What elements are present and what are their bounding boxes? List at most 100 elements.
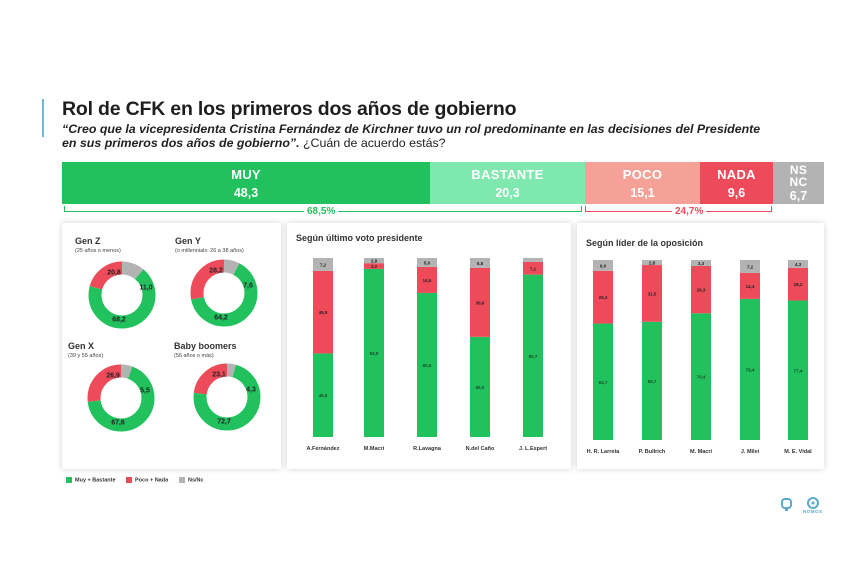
vote-category-label-0: A.Fernández xyxy=(306,446,339,452)
vote-category-label-3: N.del Caño xyxy=(466,446,495,452)
legend-item-agree: Muy + Bastante xyxy=(66,477,116,483)
gen-x-label-agree: 67,6 xyxy=(111,419,125,427)
opposition-category-label-2: M. Macri xyxy=(690,449,712,455)
page-subtitle: “Creo que la vicepresidenta Cristina Fer… xyxy=(62,122,762,150)
opposition-bar-label-1-1: 31,5 xyxy=(648,291,657,296)
opposition-bar-label-3-2: 7,2 xyxy=(747,264,754,269)
opposition-bar-0-series-0 xyxy=(593,323,613,440)
opposition-bar-2-series-1 xyxy=(691,265,711,314)
top-bar-segment-label: NADA xyxy=(717,167,756,182)
opposition-bar-4-series-0 xyxy=(788,300,808,440)
gen-z-label-nsnc: 11,0 xyxy=(139,284,153,292)
opposition-bar-label-2-1: 26,3 xyxy=(697,288,706,293)
opposition-bar-label-1-2: 2,8 xyxy=(649,261,656,266)
opposition-bar-1-series-2 xyxy=(642,260,662,266)
opposition-bar-2-series-2 xyxy=(691,260,711,266)
opposition-bar-label-0-2: 6,0 xyxy=(600,263,607,268)
gen-y-label-disagree: 28,2 xyxy=(209,267,223,275)
opposition-bar-1-series-0 xyxy=(642,321,662,440)
gen-z-label-agree: 68,2 xyxy=(112,316,126,324)
opposition-bar-3-series-2 xyxy=(740,260,760,273)
opposition-bar-label-2-2: 3,3 xyxy=(698,261,705,266)
gen-z-label-disagree: 20,8 xyxy=(107,269,121,277)
gen-x-donut-slice-disagree xyxy=(87,364,155,432)
vote-category-label-4: J. L.Espert xyxy=(519,446,547,452)
baby-boomers-label-nsnc: 4,3 xyxy=(246,386,256,394)
top-bar-segment-bastante: BASTANTE 20,3 xyxy=(430,162,585,204)
opposition-bar-4-series-1 xyxy=(788,267,808,301)
opposition-bar-1-series-1 xyxy=(642,265,662,322)
baby-boomers-donut-slice-agree xyxy=(193,363,261,431)
gen-x-label-disagree: 26,9 xyxy=(106,372,120,380)
vote-bar-2-series-0 xyxy=(417,292,437,437)
vote-category-label-1: M.Macri xyxy=(364,446,385,452)
gen-z-title: Gen Z xyxy=(75,236,101,246)
nomos-logo-text: NOMOS xyxy=(803,509,823,514)
vote-bar-label-2-2: 5,0 xyxy=(424,260,431,265)
legend-swatch-agree xyxy=(66,477,72,483)
legend-item-disagree: Poco + Nada xyxy=(126,477,168,483)
vote-bar-0-series-0 xyxy=(313,353,333,437)
vote-bar-label-2-0: 80,5 xyxy=(423,363,432,368)
opposition-bar-label-3-0: 78,4 xyxy=(746,367,755,372)
subtitle-question: ¿Cuán de acuerdo estás? xyxy=(299,136,446,150)
vote-bar-label-3-2: 5,5 xyxy=(477,261,484,266)
disagree-total-label: 24,7% xyxy=(672,206,707,217)
opposition-bar-label-0-0: 64,7 xyxy=(599,380,608,385)
vote-bar-label-4-0: 90,7 xyxy=(529,354,538,359)
vote-bar-3-series-0 xyxy=(470,336,490,437)
vote-bar-label-3-0: 56,0 xyxy=(476,385,485,390)
vote-chart-title: Según último voto presidente xyxy=(296,233,423,243)
opposition-bar-0-series-1 xyxy=(593,270,613,324)
vote-bar-label-1-0: 93,9 xyxy=(370,351,379,356)
baby-boomers-donut xyxy=(193,363,261,431)
vote-bar-1-series-0 xyxy=(364,268,384,437)
gen-z-subtitle: (25 años o menos) xyxy=(75,248,121,254)
vote-bar-label-2-1: 14,5 xyxy=(423,278,432,283)
opposition-bar-2-series-0 xyxy=(691,313,711,440)
gen-x-title: Gen X xyxy=(68,341,95,351)
gen-y-donut-slice-disagree xyxy=(190,259,258,327)
opposition-bar-0-series-2 xyxy=(593,260,613,271)
baby-boomers-title: Baby boomers xyxy=(174,341,237,351)
vote-bar-1-series-2 xyxy=(364,258,384,264)
nomos-logo-icon xyxy=(807,497,819,509)
opposition-bar-label-0-1: 29,3 xyxy=(599,295,608,300)
top-bar-segment-value: 6,7 xyxy=(789,189,808,203)
gen-z-donut-slice-agree xyxy=(88,261,156,329)
top-bar-segment-value: 15,1 xyxy=(630,186,655,200)
agree-total-label: 68,5% xyxy=(304,206,339,217)
opposition-category-label-1: P. Bullrich xyxy=(639,449,666,455)
top-bar-segment-value: 48,3 xyxy=(233,186,259,200)
gen-x-subtitle: (39 y 55 años) xyxy=(68,353,104,359)
gen-y-subtitle: (o millennials: 26 a 38 años) xyxy=(175,248,244,254)
baby-boomers-donut-slice-disagree xyxy=(193,363,261,431)
opposition-bar-label-2-0: 70,4 xyxy=(697,375,706,380)
gen-x-label-nsnc: 5,5 xyxy=(140,387,150,395)
opposition-category-label-0: H. R. Larreta xyxy=(587,449,621,455)
gen-y-donut-slice-agree xyxy=(190,259,258,327)
vote-bar-0-series-1 xyxy=(313,270,333,354)
top-bar-segment-nada: NADA 9,6 xyxy=(700,162,773,204)
gen-y-title: Gen Y xyxy=(175,236,201,246)
generations-panel xyxy=(62,223,281,469)
gen-y-donut xyxy=(190,259,258,327)
top-bar-segment-value: 9,6 xyxy=(727,186,746,200)
opposition-bar-3-series-1 xyxy=(740,272,760,299)
vote-bar-2-series-2 xyxy=(417,258,437,267)
vote-bar-label-3-1: 38,6 xyxy=(476,300,485,305)
legend-swatch-disagree xyxy=(126,477,132,483)
top-bar-segment-ns-nc: NS NC 6,7 xyxy=(773,162,824,204)
gen-y-label-agree: 64,2 xyxy=(214,314,228,322)
opposition-bar-label-4-2: 4,3 xyxy=(795,262,802,267)
opposition-bar-label-4-0: 77,4 xyxy=(794,368,803,373)
legend-swatch-nsnc xyxy=(179,477,185,483)
vote-bar-label-4-1: 7,1 xyxy=(530,266,537,271)
vote-bar-label-0-2: 7,2 xyxy=(320,262,327,267)
opposition-bar-label-4-1: 18,2 xyxy=(794,282,803,287)
opposition-bar-label-1-0: 65,7 xyxy=(648,379,657,384)
top-bar-segment-label: MUY xyxy=(231,167,261,182)
subtitle-quote: “Creo que la vicepresidenta Cristina Fer… xyxy=(62,122,761,150)
opposition-bar-4-series-2 xyxy=(788,260,808,268)
vote-bar-4-series-2 xyxy=(523,258,543,262)
